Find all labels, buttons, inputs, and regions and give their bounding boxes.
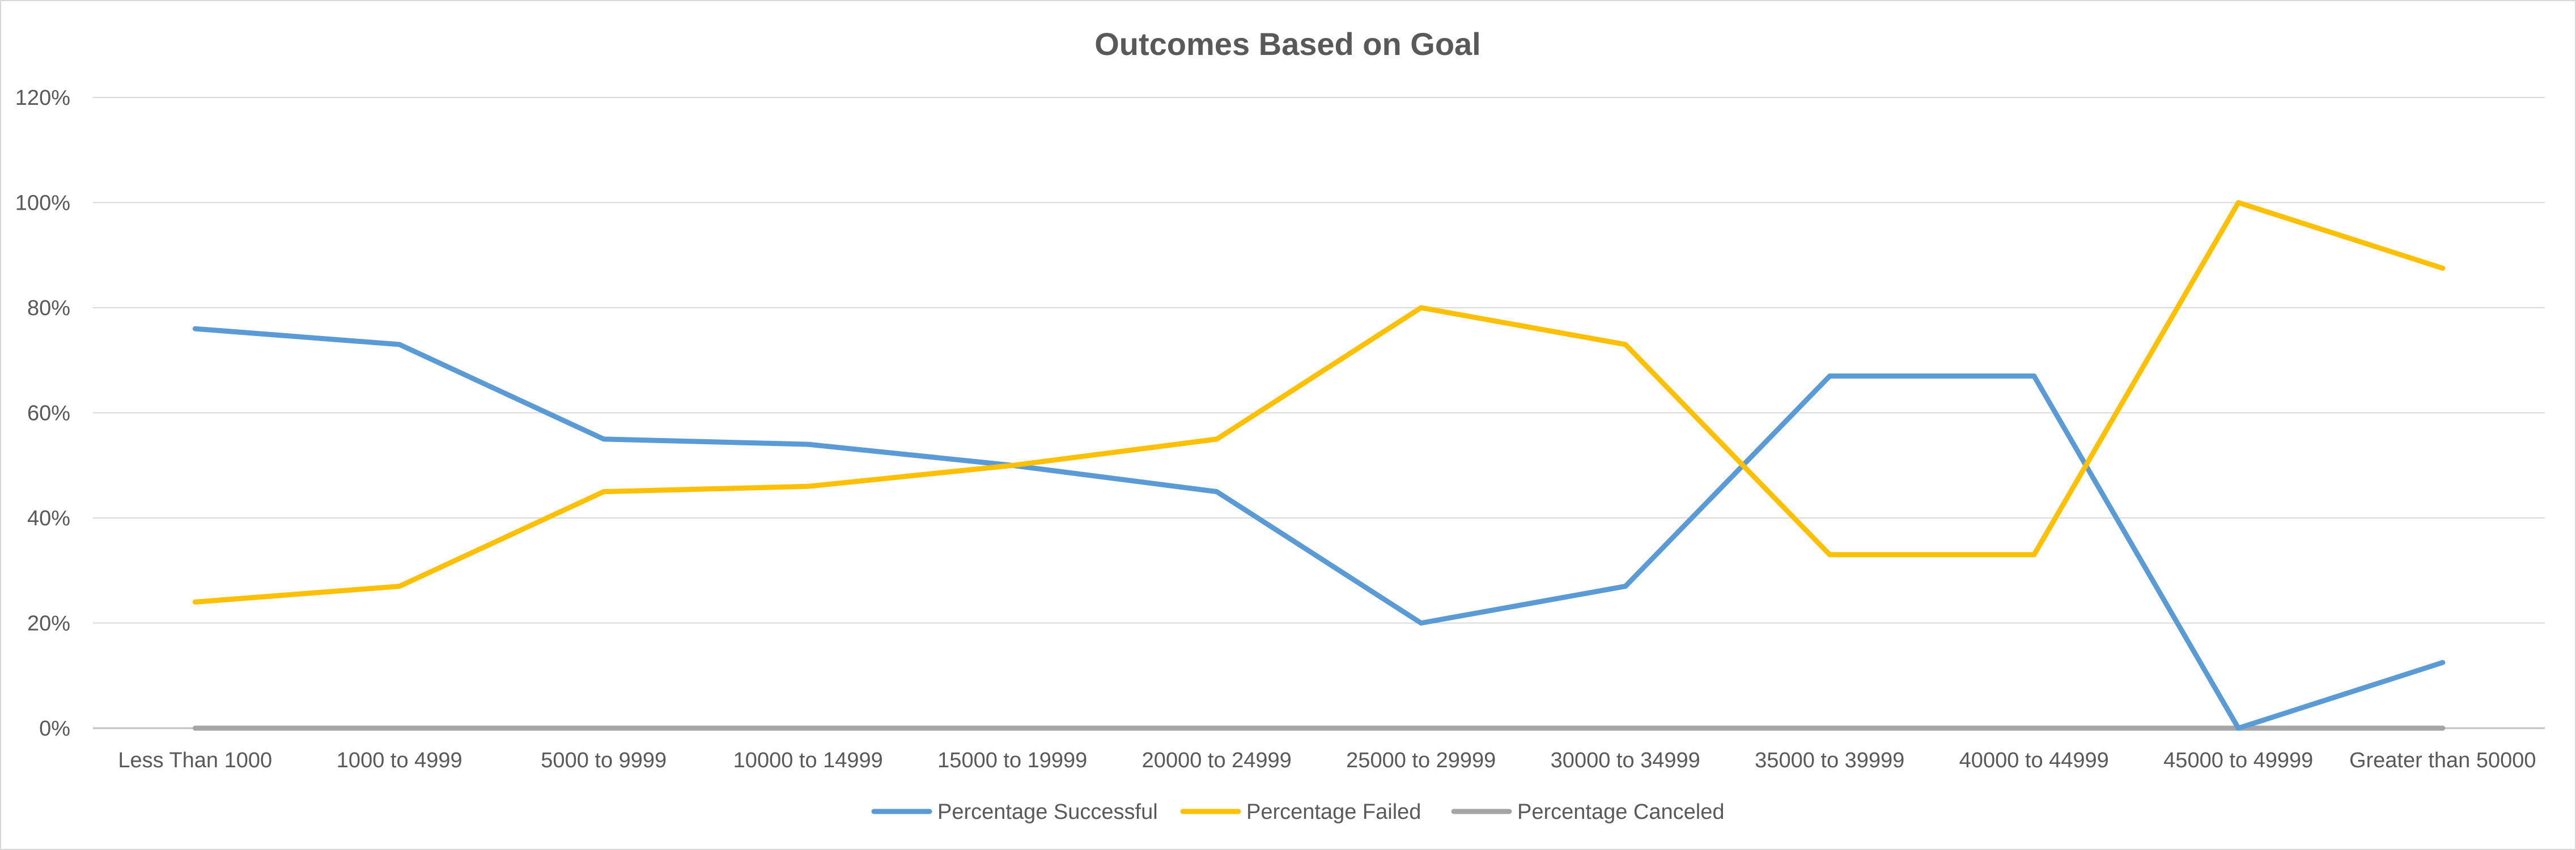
legend-entry: Percentage Successful xyxy=(871,800,1158,824)
legend-label: Percentage Successful xyxy=(937,800,1158,824)
x-tick-label: 15000 to 19999 xyxy=(937,749,1087,772)
legend: Percentage Successful Percentage Failed Pe… xyxy=(871,800,1724,824)
legend-entry: Percentage Canceled xyxy=(1451,800,1724,824)
chart-title: Outcomes Based on Goal xyxy=(1094,26,1481,62)
x-tick-label: 25000 to 29999 xyxy=(1346,749,1496,772)
x-tick-label: 5000 to 9999 xyxy=(541,749,667,772)
x-tick-label: 35000 to 39999 xyxy=(1755,749,1904,772)
gridlines xyxy=(93,97,2545,729)
y-tick-label: 60% xyxy=(27,402,70,426)
x-tick-label: 30000 to 34999 xyxy=(1551,749,1700,772)
x-tick-label: 40000 to 44999 xyxy=(1959,749,2109,772)
x-tick-label: Greater than 50000 xyxy=(2349,749,2536,772)
legend-label: Percentage Canceled xyxy=(1517,800,1724,824)
x-tick-label: 1000 to 4999 xyxy=(337,749,462,772)
x-tick-label: Less Than 1000 xyxy=(118,749,272,772)
y-tick-label: 20% xyxy=(27,612,70,636)
y-axis-ticks: 0% 20% 40% 60% 80% 100% 120% xyxy=(15,86,70,741)
y-tick-label: 100% xyxy=(15,192,70,215)
legend-label: Percentage Failed xyxy=(1246,800,1421,824)
series-line-1 xyxy=(192,200,2446,605)
y-tick-label: 40% xyxy=(27,507,70,530)
x-tick-label: 45000 to 49999 xyxy=(2163,749,2313,772)
y-tick-label: 80% xyxy=(27,296,70,320)
x-tick-label: 10000 to 14999 xyxy=(733,749,883,772)
x-tick-label: 20000 to 24999 xyxy=(1142,749,1292,772)
legend-entry: Percentage Failed xyxy=(1180,800,1421,824)
y-tick-label: 120% xyxy=(15,86,70,110)
y-tick-label: 0% xyxy=(39,717,70,741)
series-lines xyxy=(192,200,2446,731)
series-line-0 xyxy=(192,326,2446,731)
x-axis-ticks: Less Than 1000 1000 to 4999 5000 to 9999 10… xyxy=(118,749,2536,772)
